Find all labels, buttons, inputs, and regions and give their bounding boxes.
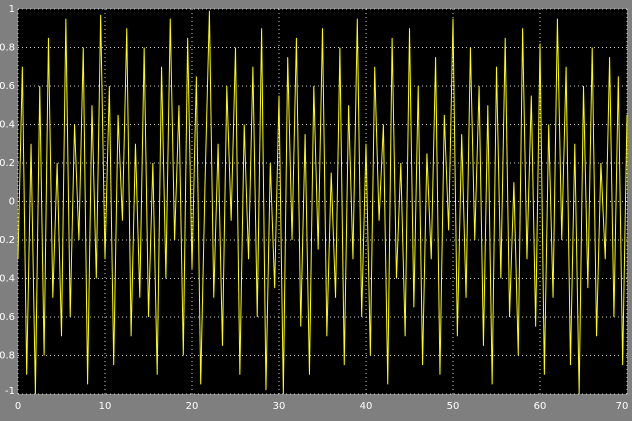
signal-line: [17, 10, 628, 395]
y-tick-label: 0: [9, 197, 15, 208]
y-tick-label: 0.4: [0, 120, 15, 131]
x-tick-label: 20: [186, 401, 199, 412]
x-tick-label: 0: [15, 401, 21, 412]
x-tick-label: 60: [534, 401, 547, 412]
x-tick-label: 30: [273, 401, 286, 412]
x-tick-label: 50: [447, 401, 460, 412]
y-tick-label: -1: [5, 386, 15, 397]
x-tick-label: 70: [616, 401, 629, 412]
y-tick-label: 0.6: [0, 81, 15, 92]
x-tick-label: 40: [360, 401, 373, 412]
y-tick-label: 0.8: [0, 43, 15, 54]
y-tick-label: 1: [9, 4, 15, 15]
x-tick-label: 10: [99, 401, 112, 412]
y-tick-label: -0.8: [0, 351, 15, 362]
y-tick-label: -0.2: [0, 235, 15, 246]
y-tick-label: -0.6: [0, 312, 15, 323]
y-tick-label: 0.2: [0, 158, 15, 169]
y-tick-label: -0.4: [0, 274, 15, 285]
